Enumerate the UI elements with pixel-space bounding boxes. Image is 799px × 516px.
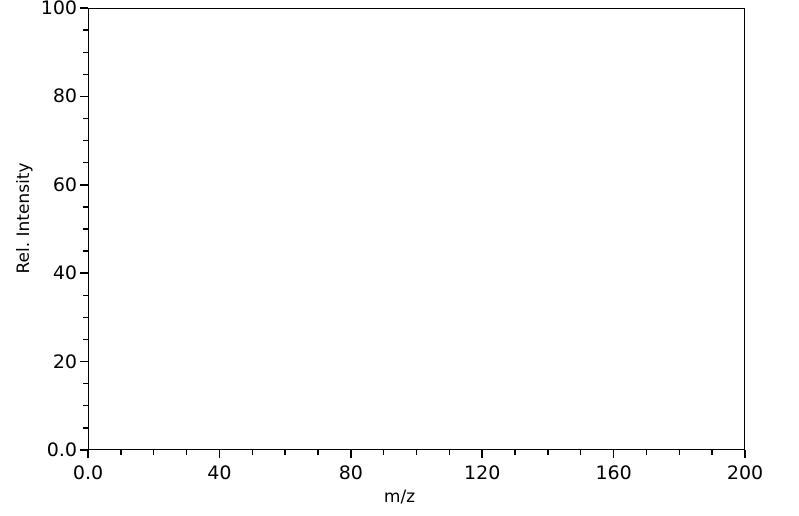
y-tick-minor (83, 51, 88, 53)
x-tick-label: 0.0 (72, 462, 104, 484)
x-tick-label: 120 (464, 462, 501, 484)
x-tick-minor (382, 450, 385, 455)
y-tick-major (80, 7, 88, 9)
x-tick-label: 160 (595, 462, 632, 484)
y-tick-minor (83, 427, 88, 429)
y-tick-major (80, 360, 88, 363)
y-tick-minor (83, 139, 88, 142)
y-tick-minor (83, 206, 88, 208)
x-tick-minor (317, 450, 319, 455)
x-tick-label: 80 (338, 462, 363, 484)
y-tick-minor (83, 405, 88, 407)
y-tick-minor (83, 29, 88, 31)
y-tick-major (80, 184, 88, 186)
x-tick-major (350, 450, 352, 458)
x-tick-minor (514, 450, 516, 455)
x-axis-title: m/z (383, 487, 416, 507)
y-tick-minor (83, 228, 88, 230)
x-tick-minor (251, 450, 253, 455)
x-tick-minor (580, 450, 582, 455)
x-tick-minor (153, 450, 155, 455)
y-tick-minor (83, 383, 88, 385)
x-tick-minor (415, 450, 418, 455)
y-tick-label: 0.0 (46, 439, 77, 461)
x-tick-major (612, 450, 615, 458)
x-tick-label: 200 (726, 462, 764, 484)
y-tick-minor (83, 294, 88, 296)
x-tick-label: 40 (207, 462, 232, 484)
y-tick-minor (83, 316, 88, 319)
y-tick-major (80, 95, 88, 98)
x-tick-minor (185, 450, 188, 455)
y-tick-label: 60 (52, 173, 77, 196)
x-tick-minor (645, 450, 648, 455)
x-tick-minor (547, 450, 549, 455)
y-axis-title: Rel. Intensity (14, 162, 34, 274)
x-tick-major (744, 450, 746, 458)
y-tick-label: 80 (52, 85, 77, 108)
y-tick-minor (83, 117, 88, 120)
y-tick-minor (83, 162, 88, 164)
y-tick-label: 40 (52, 262, 77, 285)
y-tick-label: 100 (40, 0, 77, 19)
plot-frame (88, 8, 745, 450)
x-tick-minor (120, 450, 122, 455)
y-tick-minor (83, 73, 88, 75)
y-tick-minor (83, 250, 88, 252)
x-tick-minor (678, 450, 680, 455)
y-tick-major (80, 272, 88, 274)
x-tick-minor (711, 450, 713, 455)
y-tick-minor (83, 338, 88, 341)
y-tick-label: 20 (52, 350, 77, 373)
x-tick-minor (284, 450, 286, 455)
x-tick-minor (448, 450, 451, 455)
x-tick-major (481, 450, 483, 458)
x-tick-major (87, 450, 89, 458)
y-tick-major (80, 449, 88, 451)
x-tick-major (218, 450, 221, 458)
